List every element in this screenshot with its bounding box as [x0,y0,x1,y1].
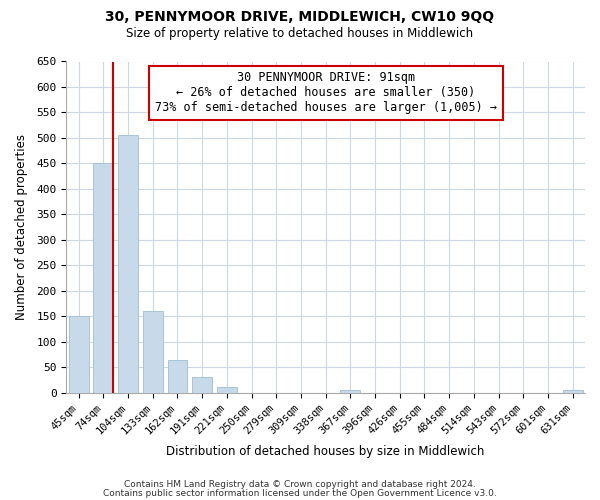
Bar [167,360,187,393]
Bar [118,136,138,393]
Bar [94,164,113,393]
Text: 30, PENNYMOOR DRIVE, MIDDLEWICH, CW10 9QQ: 30, PENNYMOOR DRIVE, MIDDLEWICH, CW10 9Q… [106,10,494,24]
Text: Contains HM Land Registry data © Crown copyright and database right 2024.: Contains HM Land Registry data © Crown c… [124,480,476,489]
Text: Size of property relative to detached houses in Middlewich: Size of property relative to detached ho… [127,28,473,40]
Bar [340,390,360,393]
Text: Contains public sector information licensed under the Open Government Licence v3: Contains public sector information licen… [103,488,497,498]
X-axis label: Distribution of detached houses by size in Middlewich: Distribution of detached houses by size … [166,444,485,458]
Bar [69,316,89,393]
Text: 30 PENNYMOOR DRIVE: 91sqm
← 26% of detached houses are smaller (350)
73% of semi: 30 PENNYMOOR DRIVE: 91sqm ← 26% of detac… [155,72,497,114]
Bar [217,386,237,393]
Bar [143,312,163,393]
Bar [192,376,212,393]
Y-axis label: Number of detached properties: Number of detached properties [15,134,28,320]
Bar [563,390,583,393]
